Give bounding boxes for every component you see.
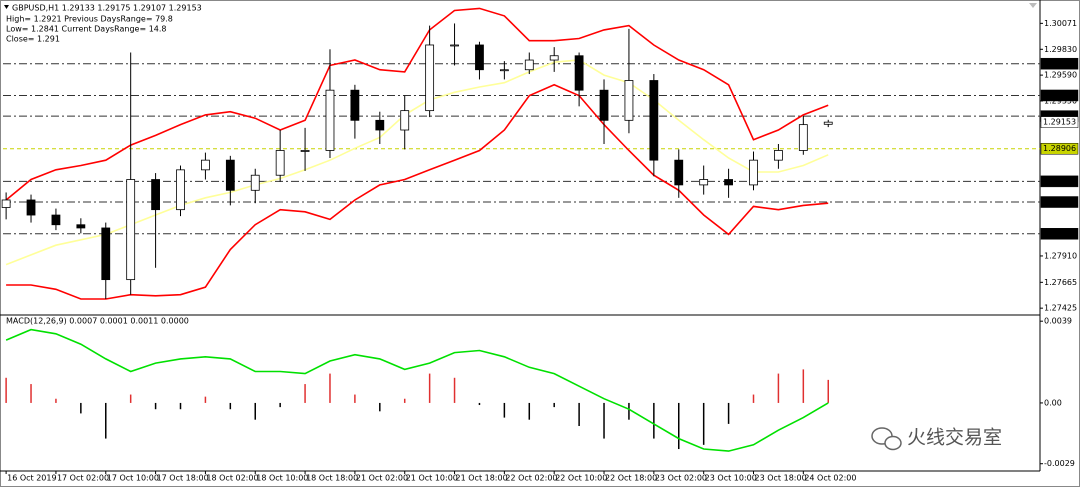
indicator-line: [5, 7, 829, 201]
y-tick-label: -0.0029: [1044, 459, 1075, 468]
current-price-label: 1.29153: [1043, 118, 1076, 127]
candle-body: [350, 89, 360, 121]
y-tick-label: 1.29590: [1044, 71, 1077, 80]
indicator-line: [5, 328, 829, 452]
candle-body: [1, 199, 11, 208]
level-label: 1.29209: [1043, 112, 1076, 121]
candle-body: [51, 214, 61, 226]
level-box: [1040, 228, 1079, 240]
candle-body: [599, 89, 609, 121]
level-label: 1.29696: [1043, 59, 1076, 68]
candle-body: [649, 80, 659, 161]
info-line: High= 1.2921 Previous DaysRange= 79.8: [6, 15, 173, 24]
watermark-icon: [871, 427, 902, 451]
x-tick-label: 18 Oct 18:00: [306, 474, 358, 483]
highlight-level-label: 1.28906: [1043, 144, 1076, 153]
candle-body: [574, 55, 584, 91]
chart-title: GBPUSD,H1 1.29133 1.29175 1.29107 1.2915…: [12, 4, 202, 13]
candle-body: [26, 199, 36, 216]
x-tick-label: 21 Oct 10:00: [406, 474, 458, 483]
candle-body: [375, 119, 385, 131]
candle-body: [450, 44, 459, 47]
candle-body: [724, 179, 733, 186]
highlight-level-box: [1040, 142, 1079, 155]
scroll-icon[interactable]: [1029, 3, 1037, 8]
y-tick-label: 0.0039: [1044, 317, 1072, 326]
candle-body: [151, 179, 160, 211]
level-label: 1.28411: [1043, 198, 1076, 207]
x-tick-label: 23 Oct 02:00: [655, 474, 707, 483]
plot: 1.300711.298301.295901.293501.279101.276…: [1, 7, 1079, 483]
candle-body: [549, 55, 559, 61]
candle-body: [774, 150, 783, 161]
macd-title: MACD(12,26,9) 0.0007 0.0001 0.0011 0.000…: [6, 317, 189, 326]
x-tick-label: 17 Oct 10:00: [107, 474, 159, 483]
indicator-line: [5, 59, 829, 266]
candle-body: [76, 224, 86, 229]
x-tick-label: 21 Oct 02:00: [356, 474, 408, 483]
y-tick-label: 1.27425: [1044, 304, 1077, 313]
candle-body: [201, 159, 210, 171]
y-tick-label: 1.27665: [1044, 278, 1077, 287]
watermark: 火线交易室: [907, 427, 1002, 449]
candle-body: [823, 121, 833, 125]
candle-body: [126, 179, 136, 281]
y-tick-label: 1.27910: [1044, 251, 1077, 260]
level-box: [1040, 196, 1079, 208]
x-tick-label: 17 Oct 02:00: [57, 474, 109, 483]
level-label: 1.28116: [1043, 229, 1076, 238]
candle-body: [674, 159, 684, 186]
candle-body: [475, 44, 484, 71]
candle-body: [524, 59, 534, 71]
y-tick-label: 1.29830: [1044, 45, 1077, 54]
level-label: 1.29401: [1043, 91, 1076, 100]
candle-body: [400, 110, 410, 131]
candle-body: [300, 150, 310, 152]
candle-body: [624, 80, 634, 121]
candle-body: [325, 89, 335, 151]
x-tick-label: 22 Oct 02:00: [505, 474, 557, 483]
candle-body: [250, 174, 260, 191]
candle-body: [176, 169, 185, 211]
level-box: [1040, 89, 1079, 102]
level-label: 1.28603: [1043, 177, 1076, 186]
candle-body: [225, 159, 235, 191]
x-tick-label: 17 Oct 18:00: [157, 474, 209, 483]
x-tick-label: 16 Oct 2019: [7, 474, 56, 483]
x-tick-label: 23 Oct 10:00: [705, 474, 757, 483]
candle-body: [798, 124, 808, 151]
y-tick-label: 0.00: [1044, 398, 1062, 407]
y-tick-label: 1.30071: [1044, 19, 1077, 28]
x-tick-label: 22 Oct 18:00: [605, 474, 657, 483]
level-box: [1040, 175, 1079, 188]
level-box: [1040, 57, 1079, 70]
candle-body: [699, 179, 709, 186]
candle-body: [101, 227, 111, 281]
x-tick-label: 18 Oct 10:00: [256, 474, 308, 483]
x-tick-label: 21 Oct 18:00: [456, 474, 508, 483]
candle-body: [275, 150, 285, 176]
x-tick-label: 22 Oct 10:00: [555, 474, 607, 483]
candle-body: [499, 69, 509, 72]
candle-body: [425, 44, 435, 112]
x-tick-label: 18 Oct 02:00: [206, 474, 258, 483]
info-line: Low= 1.2841 Current DaysRange= 14.8: [6, 25, 167, 34]
menu-arrow[interactable]: [4, 5, 9, 9]
candle-body: [749, 159, 758, 186]
x-tick-label: 23 Oct 18:00: [755, 474, 807, 483]
x-tick-label: 24 Oct 02:00: [804, 474, 856, 483]
info-line: Close= 1.291: [6, 35, 60, 44]
indicator-line: [6, 83, 829, 300]
current-price-box: [1040, 116, 1079, 128]
